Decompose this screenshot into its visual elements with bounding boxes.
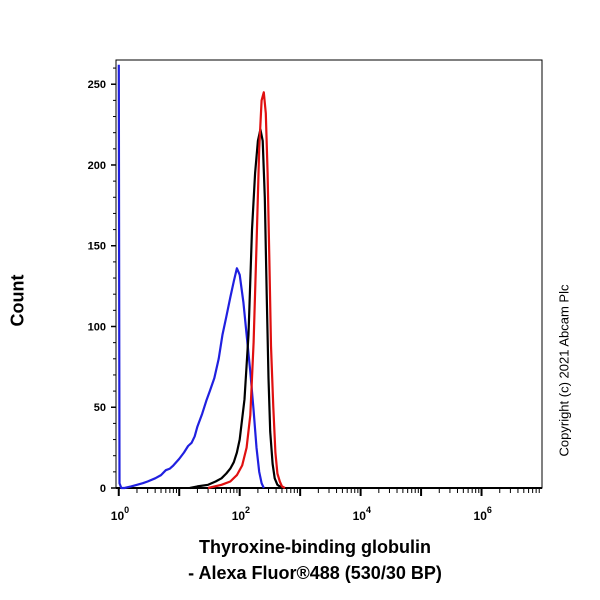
x-tick-label: 100	[111, 505, 129, 523]
series-group	[117, 64, 286, 490]
x-axis-title-line2: - Alexa Fluor®488 (530/30 BP)	[188, 563, 442, 583]
y-axis-title-wrap: Count	[4, 230, 32, 370]
copyright-text: Copyright (c) 2021 Abcam Plc	[556, 284, 572, 456]
y-axis-title: Count	[7, 274, 28, 326]
series-line-1	[117, 64, 265, 490]
x-axis-title: Thyroxine-binding globulin - Alexa Fluor…	[100, 534, 530, 586]
y-tick-label: 100	[88, 321, 106, 333]
x-axis-title-line1: Thyroxine-binding globulin	[199, 537, 431, 557]
y-tick-label: 250	[88, 79, 106, 91]
series-line-2	[189, 128, 284, 490]
x-tick-label: 104	[353, 505, 371, 523]
y-axis-ticks: 0 50 100 150 200 250	[88, 67, 116, 495]
x-tick-label: 102	[232, 505, 250, 523]
series-line-3	[207, 91, 286, 490]
x-axis-ticks: 100 102 104 106	[111, 488, 540, 523]
y-tick-label: 0	[100, 483, 106, 495]
plot-frame	[115, 59, 543, 489]
y-tick-label: 150	[88, 241, 106, 253]
y-tick-label: 200	[88, 160, 106, 172]
copyright-wrap: Copyright (c) 2021 Abcam Plc	[546, 240, 582, 500]
y-tick-label: 50	[94, 402, 106, 414]
x-tick-label: 106	[474, 505, 492, 523]
